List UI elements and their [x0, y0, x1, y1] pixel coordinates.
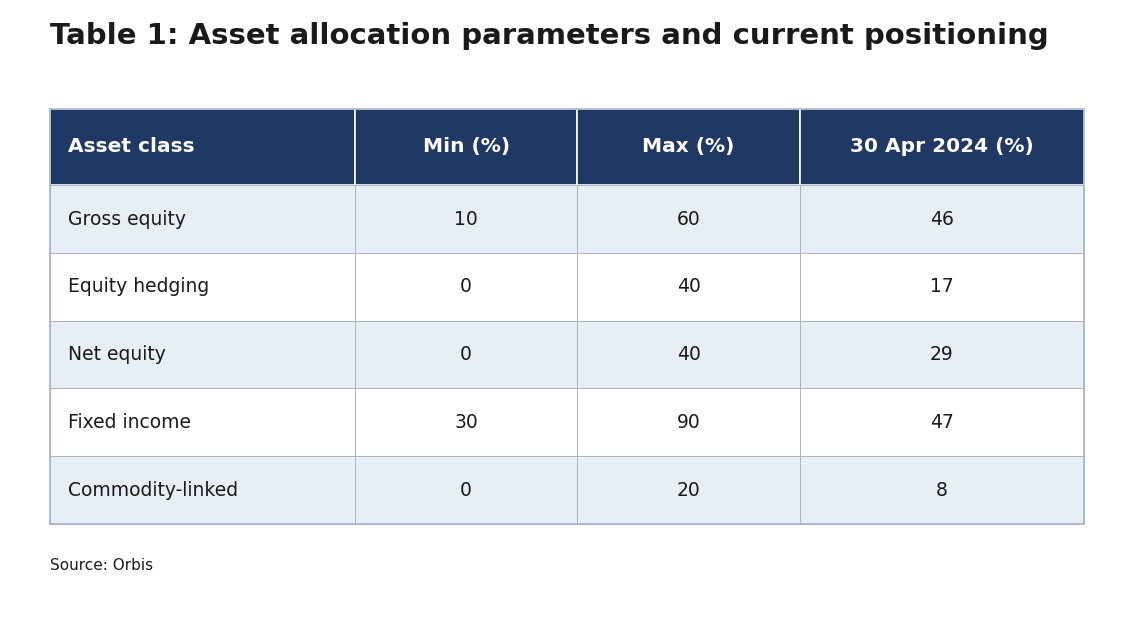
Text: 8: 8	[936, 480, 948, 500]
Text: Table 1: Asset allocation parameters and current positioning: Table 1: Asset allocation parameters and…	[50, 22, 1049, 50]
Text: Net equity: Net equity	[68, 345, 166, 364]
Text: 60: 60	[677, 210, 701, 229]
Text: 20: 20	[677, 480, 701, 500]
Text: 10: 10	[455, 210, 479, 229]
Text: 29: 29	[930, 345, 954, 364]
Text: 40: 40	[677, 277, 701, 296]
Text: Fixed income: Fixed income	[68, 413, 192, 432]
Text: Min (%): Min (%)	[423, 138, 509, 156]
Text: 17: 17	[930, 277, 954, 296]
Text: 0: 0	[460, 277, 472, 296]
Text: 40: 40	[677, 345, 701, 364]
Text: Gross equity: Gross equity	[68, 210, 186, 229]
Text: 47: 47	[930, 413, 954, 432]
Text: Asset class: Asset class	[68, 138, 195, 156]
Text: 0: 0	[460, 480, 472, 500]
Text: Commodity-linked: Commodity-linked	[68, 480, 238, 500]
Text: 30 Apr 2024 (%): 30 Apr 2024 (%)	[850, 138, 1034, 156]
Text: 0: 0	[460, 345, 472, 364]
Text: Max (%): Max (%)	[642, 138, 735, 156]
Text: 30: 30	[455, 413, 479, 432]
Text: Equity hedging: Equity hedging	[68, 277, 210, 296]
Text: 90: 90	[677, 413, 701, 432]
Text: 46: 46	[930, 210, 954, 229]
Text: Source: Orbis: Source: Orbis	[50, 559, 153, 574]
